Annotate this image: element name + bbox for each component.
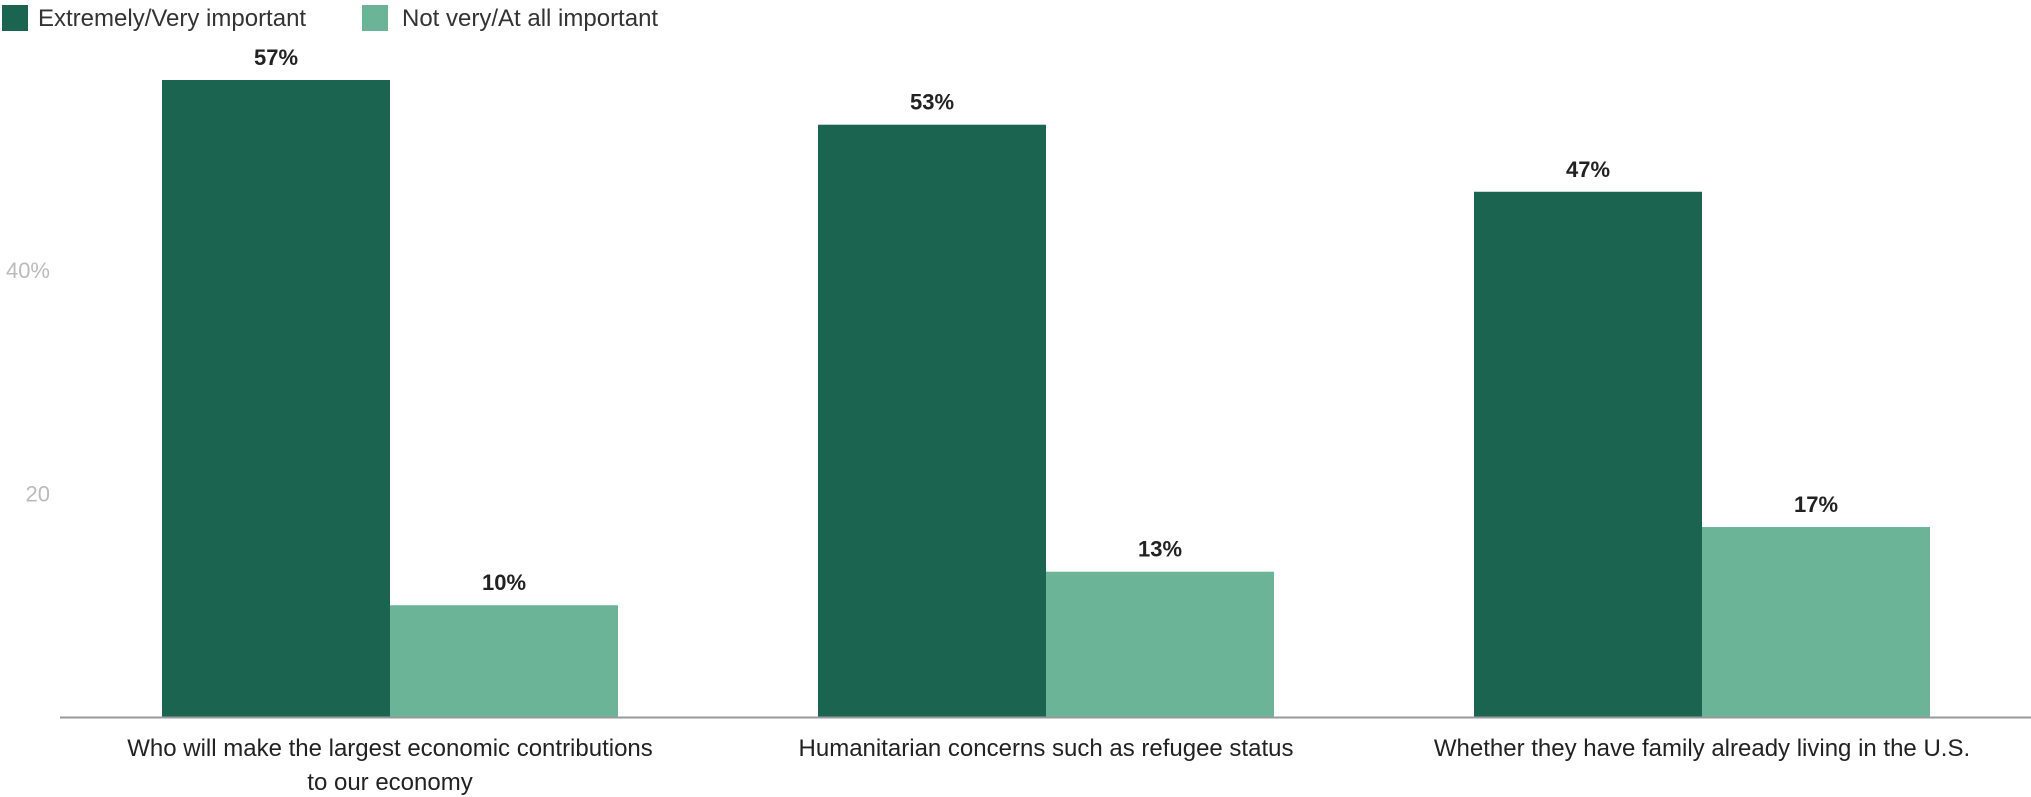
bar-2-0 <box>1474 191 1702 717</box>
legend-label-0: Extremely/Very important <box>38 5 306 32</box>
value-label-1-0: 53% <box>910 90 954 115</box>
category-label-0-line-1: to our economy <box>307 769 472 796</box>
y-axis: 20 40% <box>6 258 50 507</box>
value-label-0-1: 10% <box>482 570 526 595</box>
bar-2-1 <box>1702 527 1930 717</box>
category-label-0-line-0: Who will make the largest economic contr… <box>127 735 653 762</box>
legend-swatch-1 <box>362 5 388 31</box>
bar-1-0 <box>818 124 1046 717</box>
category-label-2-line-0: Whether they have family already living … <box>1434 735 1970 762</box>
bar-1-1 <box>1046 571 1274 717</box>
legend: Extremely/Very important Not very/At all … <box>2 5 658 32</box>
bar-0-1 <box>390 605 618 717</box>
value-label-2-1: 17% <box>1794 492 1838 517</box>
category-labels: Who will make the largest economic contr… <box>127 735 1970 796</box>
value-label-0-0: 57% <box>254 45 298 70</box>
bar-0-0 <box>162 80 390 717</box>
legend-swatch-0 <box>2 5 28 31</box>
bars <box>162 80 1930 717</box>
value-labels: 57% 10% 53% 13% 47% 17% <box>254 45 1838 595</box>
legend-label-1: Not very/At all important <box>402 5 658 32</box>
y-tick-label-0: 20 <box>26 481 50 506</box>
value-label-1-1: 13% <box>1138 537 1182 562</box>
y-tick-label-1: 40% <box>6 258 50 283</box>
category-label-1-line-0: Humanitarian concerns such as refugee st… <box>799 735 1294 762</box>
value-label-2-0: 47% <box>1566 157 1610 182</box>
